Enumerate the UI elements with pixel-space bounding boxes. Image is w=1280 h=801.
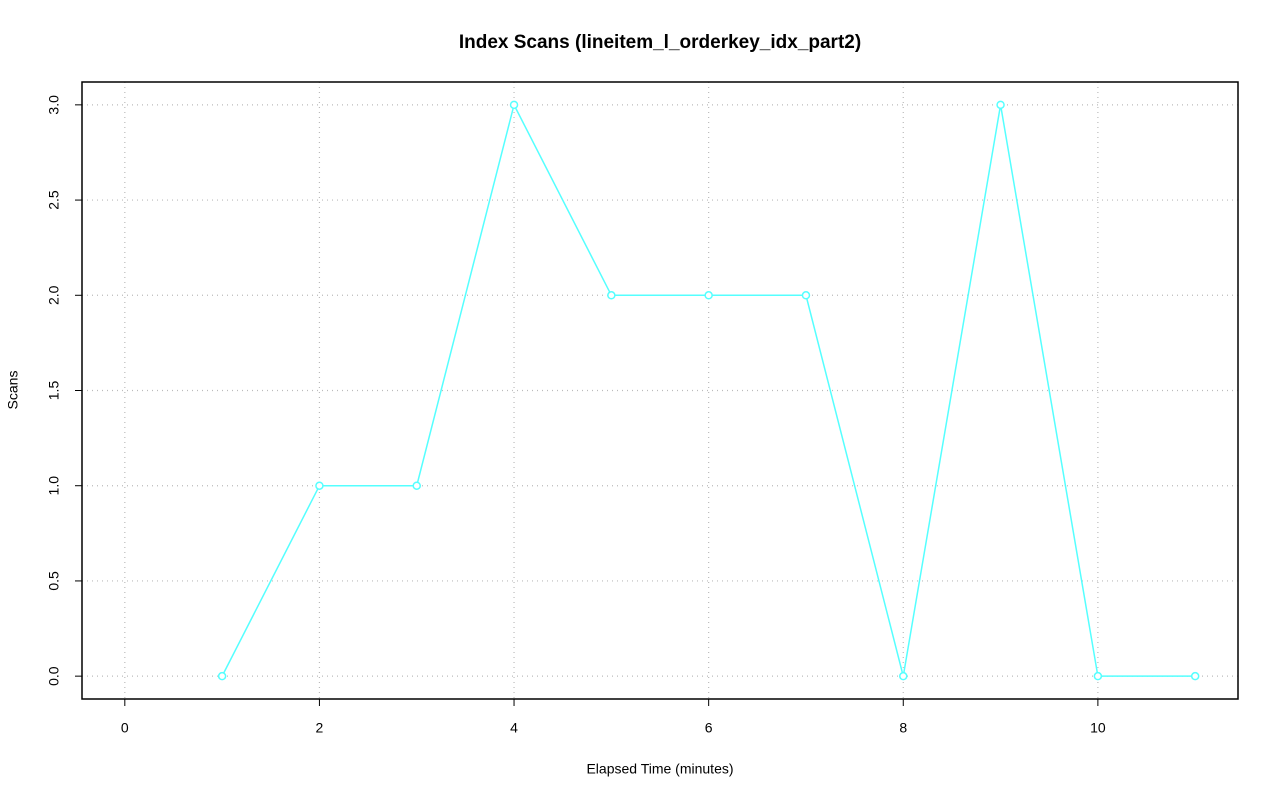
x-tick-label: 8 [899, 720, 907, 736]
data-point [996, 100, 1005, 110]
y-tick-label: 1.0 [46, 476, 62, 496]
data-point [607, 291, 616, 300]
y-tick-label: 1.5 [46, 381, 62, 401]
y-tick-label: 2.5 [46, 190, 62, 210]
plot-frame [81, 81, 1239, 700]
data-point [217, 671, 227, 681]
x-axis-label: Elapsed Time (minutes) [586, 761, 733, 777]
data-point [899, 671, 908, 681]
data-point [1190, 671, 1200, 681]
chart-title: Index Scans (lineitem_l_orderkey_idx_par… [459, 32, 861, 53]
data-point [412, 481, 421, 490]
x-tick-label: 2 [316, 720, 324, 736]
y-axis-label: Scans [5, 371, 21, 410]
x-tick-label: 10 [1090, 720, 1106, 736]
x-tick-label: 0 [121, 720, 129, 736]
y-tick-label: 0.0 [46, 666, 62, 686]
y-tick-label: 0.5 [46, 571, 62, 591]
data-point [509, 100, 519, 110]
y-tick-label: 3.0 [46, 95, 62, 115]
data-point [704, 291, 713, 300]
data-point [1093, 671, 1103, 681]
y-tick-label: 2.0 [46, 285, 62, 305]
x-tick-label: 6 [705, 720, 713, 736]
data-point [315, 481, 324, 490]
data-point [801, 291, 811, 300]
x-tick-label: 4 [510, 720, 518, 736]
